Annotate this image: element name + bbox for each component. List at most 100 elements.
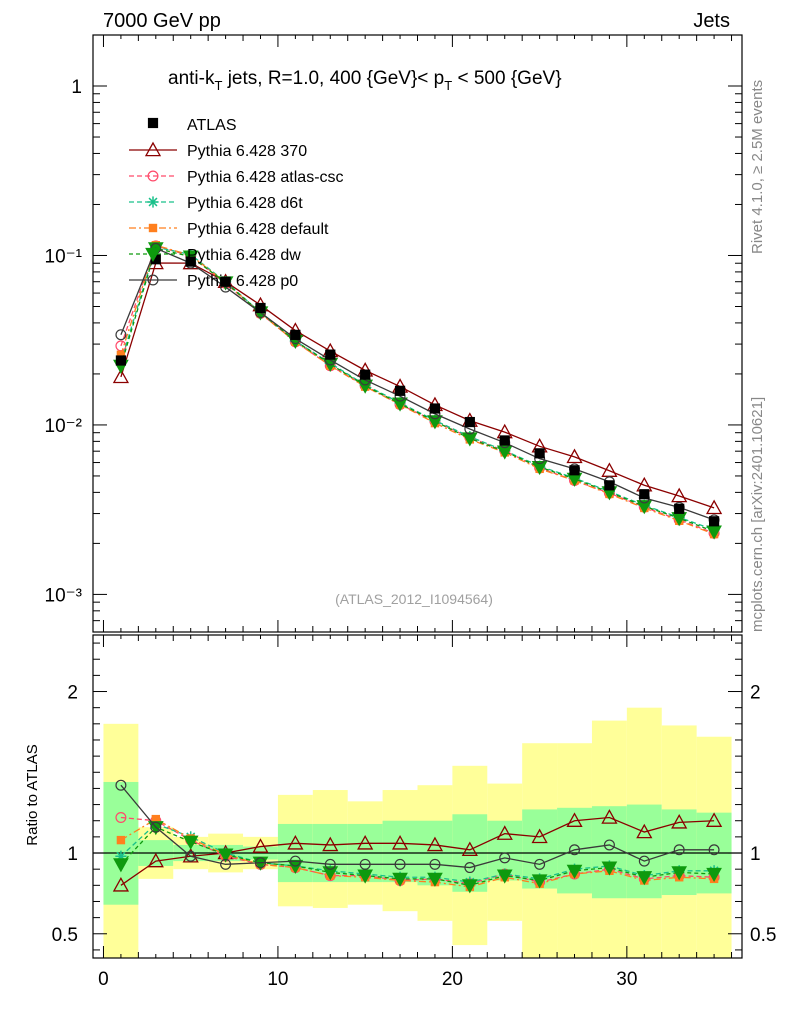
ratio-point-p370	[182, 847, 199, 863]
ratio-point-p370	[461, 841, 478, 857]
uncertainty-bands	[103, 707, 732, 958]
ratio-point-default	[116, 835, 126, 845]
ratio-point-p0	[638, 855, 650, 867]
point-dw	[531, 460, 548, 476]
data-point-atlas	[639, 489, 650, 500]
ratio-point-p370	[496, 825, 513, 840]
y-tick-label: 0.5	[750, 925, 776, 946]
legend-marker-dw	[145, 247, 161, 263]
ratio-point-dw	[706, 867, 722, 883]
legend: ATLAS Pythia 6.428 370 Pythia 6.428 atlas-…	[129, 117, 344, 290]
point-p0	[115, 329, 127, 341]
data-point-atlas	[674, 503, 685, 514]
ratio-point-p0	[394, 858, 406, 870]
point-dw	[392, 397, 408, 412]
ratio-point-dw	[461, 879, 478, 894]
legend-marker-p370	[144, 141, 162, 157]
y-tick-label: 0.5	[52, 925, 78, 946]
ratio-point-dw	[427, 872, 443, 887]
ratio-point-p370	[391, 834, 409, 850]
data-point-atlas	[569, 465, 580, 476]
series-line-p0	[120, 247, 715, 521]
ratio-ylabel: Ratio to ATLAS	[24, 744, 41, 845]
data-point-atlas	[394, 385, 406, 396]
ratio-point-dw	[496, 869, 513, 884]
ratio-point-p370	[357, 834, 374, 850]
ratio-point-p0	[324, 858, 336, 870]
data-point-atlas	[464, 416, 475, 428]
point-dw	[636, 500, 653, 515]
data-point-atlas	[360, 369, 371, 380]
ratio-point-dw	[182, 835, 199, 850]
ratio-point-p370	[601, 809, 618, 824]
x-tick-label: 10	[267, 969, 288, 990]
legend-marker-d6t	[147, 196, 159, 208]
ratio-point-dw	[217, 848, 234, 863]
data-point-atlas	[534, 448, 545, 459]
legend-label-p370: Pythia 6.428 370	[187, 143, 307, 160]
ratio-point-p370	[252, 838, 269, 853]
x-tick-label: 30	[616, 969, 637, 990]
ratio-point-p0	[115, 779, 127, 791]
ratio-point-p370	[322, 836, 339, 852]
ratio-point-dw	[113, 858, 129, 873]
legend-label-default: Pythia 6.428 default	[187, 221, 329, 238]
data-point-atlas	[604, 480, 615, 491]
ratio-point-p0	[359, 858, 371, 870]
data-point-atlas	[325, 349, 336, 360]
ratio-point-dw	[392, 872, 408, 887]
ratio-point-atlascsc	[115, 811, 127, 823]
y-tick-label: 10⁻³	[45, 585, 83, 606]
point-p370	[705, 499, 723, 515]
chart-title: anti-kT jets, R=1.0, 400 {GeV}< pT < 500…	[168, 68, 562, 93]
ratio-point-p0	[220, 858, 232, 870]
header-right: Jets	[693, 10, 730, 32]
ratio-point-p370	[531, 828, 548, 844]
ratio-point-p370	[636, 823, 653, 839]
ratio-point-dw	[287, 859, 304, 874]
data-point-atlas	[708, 516, 720, 527]
point-p370	[671, 487, 688, 503]
legend-marker-p0	[147, 274, 159, 286]
point-dw	[496, 445, 513, 460]
ratio-point-p0	[464, 862, 476, 874]
point-p370	[566, 448, 583, 464]
y-tick-label: 1	[750, 844, 761, 865]
legend-marker-default	[148, 223, 158, 233]
ratio-point-p370	[671, 814, 688, 829]
star-stroke	[148, 197, 158, 207]
ratio-point-dw	[357, 869, 374, 884]
mcplots-label: mcplots.cern.ch [arXiv:2401.10621]	[749, 397, 766, 632]
data-point-atlas	[185, 256, 196, 267]
point-dw	[461, 432, 478, 447]
y-tick-label: 2	[750, 683, 761, 704]
ratio-point-p0	[673, 844, 685, 856]
ratio-point-p0	[708, 844, 720, 856]
data-point-atlas	[220, 276, 231, 287]
axis-ticks: 0 10 20 30 10⁻³ 10⁻² 10⁻¹ 1 0.5 0.5 1 1 2 2	[45, 34, 776, 990]
y-tick-label: 10⁻¹	[45, 246, 83, 267]
ratio-line-atlascsc	[120, 816, 715, 885]
header-left: 7000 GeV pp	[103, 10, 221, 32]
ratio-point-p0	[289, 855, 301, 867]
ratio-point-dw	[636, 871, 653, 886]
legend-label-d6t: Pythia 6.428 d6t	[187, 195, 303, 212]
series-line-p370	[120, 262, 715, 509]
ratio-point-p0	[569, 844, 581, 856]
data-point-atlas	[290, 329, 301, 340]
band-inner	[591, 806, 627, 899]
ratio-point-default	[151, 814, 161, 824]
ratio-point-p370	[426, 836, 444, 852]
y-tick-label: 1	[67, 844, 78, 865]
point-p370	[601, 462, 618, 477]
legend-marker-atlascsc	[147, 170, 159, 182]
legend-label-atlascsc: Pythia 6.428 atlas-csc	[187, 169, 344, 186]
y-tick-label: 2	[67, 683, 78, 704]
x-tick-label: 0	[98, 969, 109, 990]
data-point-atlas	[115, 355, 127, 366]
ratio-point-p370	[287, 834, 304, 850]
ratio-point-p0	[603, 839, 615, 851]
ratio-line-default	[120, 818, 715, 888]
watermark-label: (ATLAS_2012_I1094564)	[335, 591, 493, 607]
